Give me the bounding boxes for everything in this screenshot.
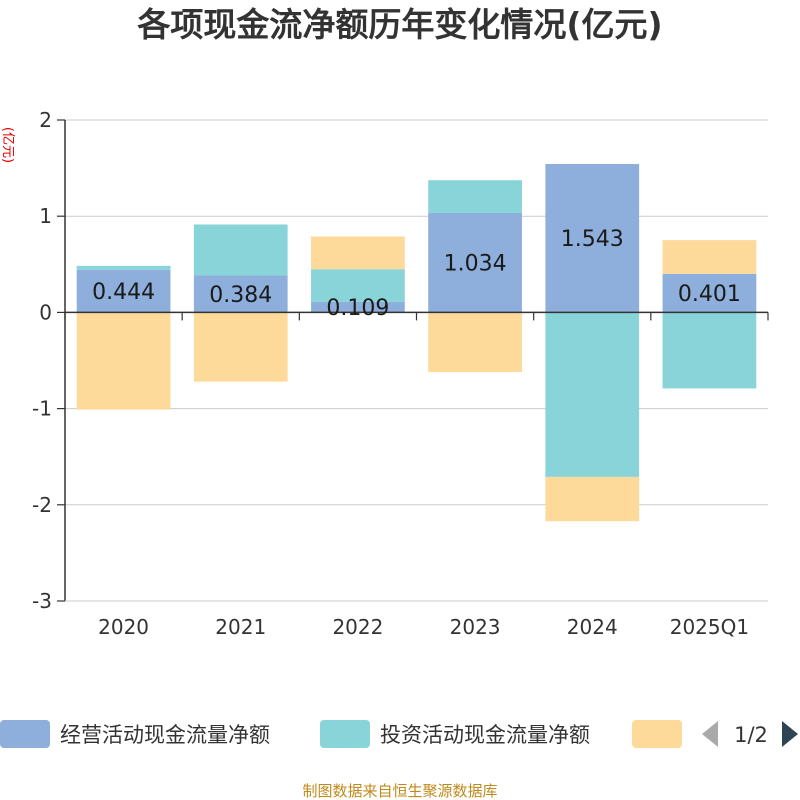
- x-tick-label: 2020: [98, 615, 149, 639]
- x-tick-label: 2022: [332, 615, 383, 639]
- x-tick-label: 2025Q1: [670, 615, 749, 639]
- bar-segment[interactable]: [428, 212, 522, 313]
- bar-segment[interactable]: [76, 269, 171, 313]
- bar-series: [76, 163, 757, 522]
- legend-swatch-operating: [0, 720, 50, 748]
- bar-segment[interactable]: [193, 312, 288, 382]
- bar-segment[interactable]: [662, 312, 757, 389]
- y-tick-label: -3: [32, 589, 52, 613]
- bar-segment[interactable]: [545, 476, 640, 522]
- y-tick-label: 1: [39, 204, 52, 228]
- legend-item-operating[interactable]: 经营活动现金流量净额: [0, 720, 270, 748]
- legend-item-investing[interactable]: 投资活动现金流量净额: [320, 720, 590, 748]
- bar-segment[interactable]: [662, 273, 757, 313]
- y-axis-ticks: 2 1 0 -1 -2 -3: [32, 108, 65, 613]
- legend-label-investing: 投资活动现金流量净额: [380, 723, 590, 747]
- bar-segment[interactable]: [193, 275, 288, 313]
- data-labels: 0.444 0.384 0.109 1.034 1.543 0.401: [92, 227, 741, 321]
- bar-segment[interactable]: [545, 312, 640, 477]
- bar-value-label: 0.384: [209, 283, 272, 308]
- bar-segment[interactable]: [311, 236, 405, 270]
- pager-next-icon[interactable]: [782, 721, 798, 747]
- bar-segment[interactable]: [311, 301, 405, 313]
- bar-value-label: 0.109: [326, 296, 389, 321]
- legend-swatch-financing: [632, 720, 682, 748]
- legend-swatch-investing: [320, 720, 370, 748]
- bar-segment[interactable]: [76, 265, 171, 270]
- y-tick-label: -2: [32, 493, 52, 517]
- axes: [64, 120, 769, 602]
- x-tick-label: 2024: [567, 615, 618, 639]
- bar-segment[interactable]: [311, 269, 405, 302]
- x-tick-label: 2021: [215, 615, 266, 639]
- bar-segment[interactable]: [428, 180, 522, 213]
- legend-item-financing[interactable]: [632, 720, 682, 748]
- bar-value-label: 0.444: [92, 280, 155, 305]
- bar-segment[interactable]: [662, 240, 757, 274]
- x-axis-ticks: 2020 2021 2022 2023 2024 2025Q1: [98, 615, 749, 639]
- x-tick-label: 2023: [450, 615, 501, 639]
- pager-prev-icon[interactable]: [702, 721, 718, 747]
- bar-segment[interactable]: [76, 312, 171, 410]
- y-tick-label: 2: [39, 108, 52, 132]
- bar-segment[interactable]: [428, 312, 522, 373]
- bar-value-label: 0.401: [678, 282, 741, 307]
- y-tick-label: -1: [32, 397, 52, 421]
- bar-value-label: 1.034: [444, 252, 507, 277]
- chart-title: 各项现金流净额历年变化情况(亿元): [136, 5, 662, 44]
- data-source-note: 制图数据来自恒生聚源数据库: [302, 782, 497, 800]
- y-axis-unit-label: (亿元): [0, 127, 15, 163]
- legend-label-operating: 经营活动现金流量净额: [60, 723, 270, 747]
- bar-segment[interactable]: [193, 224, 288, 276]
- legend: 经营活动现金流量净额 投资活动现金流量净额 1/2: [0, 720, 798, 748]
- bar-value-label: 1.543: [561, 227, 624, 252]
- bar-segment[interactable]: [545, 163, 640, 313]
- legend-pager: 1/2: [702, 721, 798, 747]
- y-tick-label: 0: [39, 300, 52, 324]
- pager-page-indicator: 1/2: [734, 723, 768, 747]
